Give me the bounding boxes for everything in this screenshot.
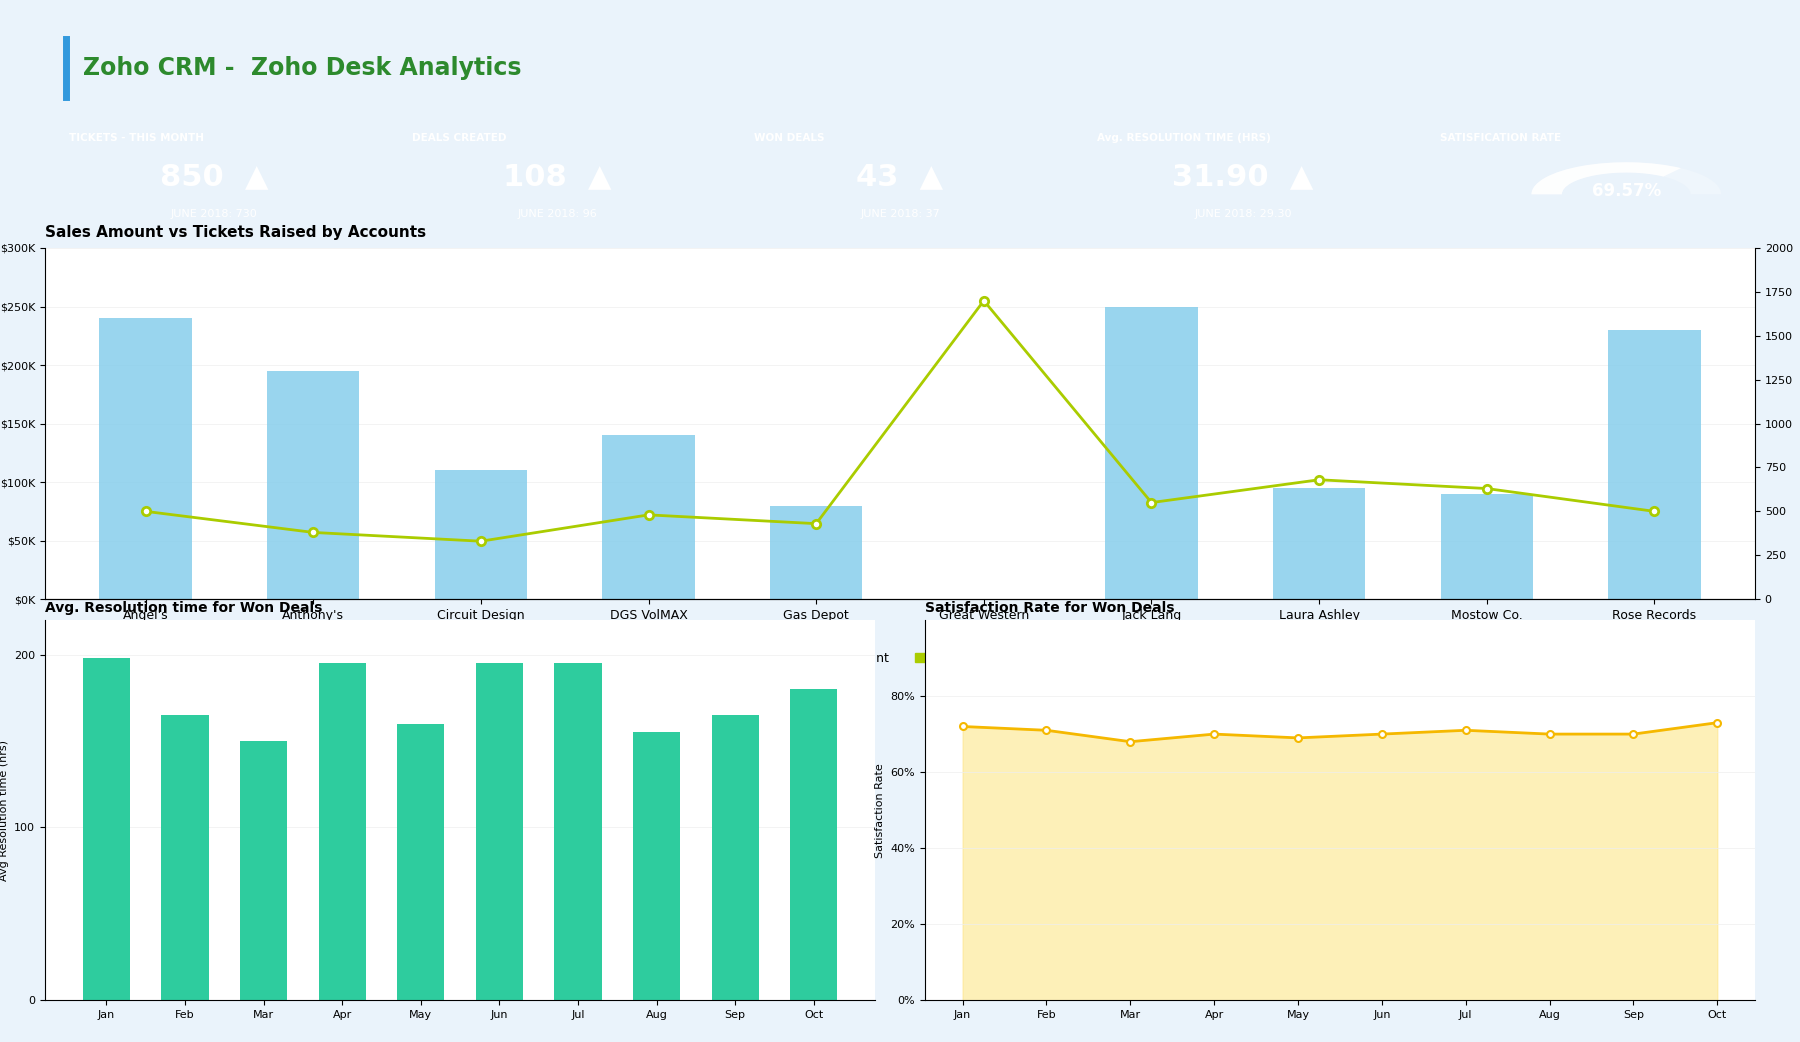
Text: Zoho CRM -  Zoho Desk Analytics: Zoho CRM - Zoho Desk Analytics: [83, 55, 522, 80]
Text: DEALS CREATED: DEALS CREATED: [412, 133, 506, 143]
Text: JUNE 2018: 730: JUNE 2018: 730: [171, 208, 257, 219]
Bar: [790, 689, 837, 1000]
Y-axis label: Avg Resolution time (hrs): Avg Resolution time (hrs): [0, 740, 9, 880]
Text: SATISFICATION RATE: SATISFICATION RATE: [1440, 133, 1561, 143]
Bar: [99, 318, 191, 599]
Bar: [398, 724, 445, 1000]
Bar: [162, 715, 209, 1000]
Bar: [1273, 488, 1364, 599]
Bar: [475, 663, 524, 1000]
Bar: [770, 505, 862, 599]
Bar: [83, 659, 130, 1000]
Bar: [436, 470, 527, 599]
Y-axis label: Satisfaction Rate: Satisfaction Rate: [875, 763, 886, 858]
Text: Satisfaction Rate for Won Deals: Satisfaction Rate for Won Deals: [925, 600, 1174, 615]
Text: 850  ▲: 850 ▲: [160, 163, 268, 192]
Text: JUNE 2018: 37: JUNE 2018: 37: [860, 208, 940, 219]
Text: WON DEALS: WON DEALS: [754, 133, 824, 143]
Text: JUNE 2018: 96: JUNE 2018: 96: [517, 208, 598, 219]
Bar: [319, 663, 365, 1000]
Bar: [266, 371, 360, 599]
Text: Avg. Resolution time for Won Deals: Avg. Resolution time for Won Deals: [45, 600, 322, 615]
Legend: Amount, Tickets: Amount, Tickets: [801, 647, 999, 670]
Text: Avg. RESOLUTION TIME (HRS): Avg. RESOLUTION TIME (HRS): [1098, 133, 1271, 143]
Bar: [1609, 330, 1701, 599]
Bar: [1440, 494, 1534, 599]
Bar: [634, 733, 680, 1000]
Text: TICKETS - THIS MONTH: TICKETS - THIS MONTH: [68, 133, 203, 143]
Text: 43  ▲: 43 ▲: [857, 163, 943, 192]
Text: 31.90  ▲: 31.90 ▲: [1172, 163, 1314, 192]
Text: 69.57%: 69.57%: [1591, 182, 1661, 200]
Bar: [554, 663, 601, 1000]
Bar: [239, 741, 288, 1000]
Bar: [1105, 306, 1197, 599]
Text: Sales Amount vs Tickets Raised by Accounts: Sales Amount vs Tickets Raised by Accoun…: [45, 225, 427, 240]
Text: JUNE 2018: 29.30: JUNE 2018: 29.30: [1193, 208, 1292, 219]
Text: 108  ▲: 108 ▲: [502, 163, 612, 192]
Bar: [711, 715, 760, 1000]
Wedge shape: [1532, 163, 1681, 194]
Bar: [603, 436, 695, 599]
Wedge shape: [1532, 163, 1721, 194]
